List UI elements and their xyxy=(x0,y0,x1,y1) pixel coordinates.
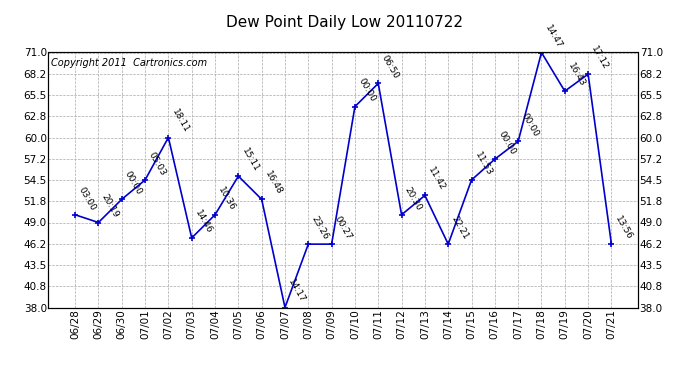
Text: 03:00: 03:00 xyxy=(77,185,97,212)
Text: 20:19: 20:19 xyxy=(100,193,121,220)
Text: 00:00: 00:00 xyxy=(520,112,540,139)
Text: 16:48: 16:48 xyxy=(263,170,284,196)
Text: 15:11: 15:11 xyxy=(239,147,260,173)
Text: 05:03: 05:03 xyxy=(146,150,167,177)
Text: 14:17: 14:17 xyxy=(286,278,307,305)
Text: 14:47: 14:47 xyxy=(543,23,564,50)
Text: 18:11: 18:11 xyxy=(170,108,190,135)
Text: 11:53: 11:53 xyxy=(473,150,493,177)
Text: 20:30: 20:30 xyxy=(403,185,424,212)
Text: 16:43: 16:43 xyxy=(566,62,587,88)
Text: 10:36: 10:36 xyxy=(217,185,237,212)
Text: Copyright 2011  Cartronics.com: Copyright 2011 Cartronics.com xyxy=(51,58,208,68)
Text: 00:00: 00:00 xyxy=(496,129,517,156)
Text: 17:12: 17:12 xyxy=(589,45,610,71)
Text: 06:50: 06:50 xyxy=(380,54,400,81)
Text: 00:00: 00:00 xyxy=(123,170,144,196)
Text: 00:00: 00:00 xyxy=(356,77,377,104)
Text: 13:56: 13:56 xyxy=(613,214,633,242)
Text: 23:26: 23:26 xyxy=(310,214,331,242)
Text: 22:21: 22:21 xyxy=(450,215,470,242)
Text: 00:27: 00:27 xyxy=(333,214,354,242)
Text: 14:46: 14:46 xyxy=(193,209,214,235)
Text: Dew Point Daily Low 20110722: Dew Point Daily Low 20110722 xyxy=(226,15,464,30)
Text: 11:42: 11:42 xyxy=(426,166,447,193)
